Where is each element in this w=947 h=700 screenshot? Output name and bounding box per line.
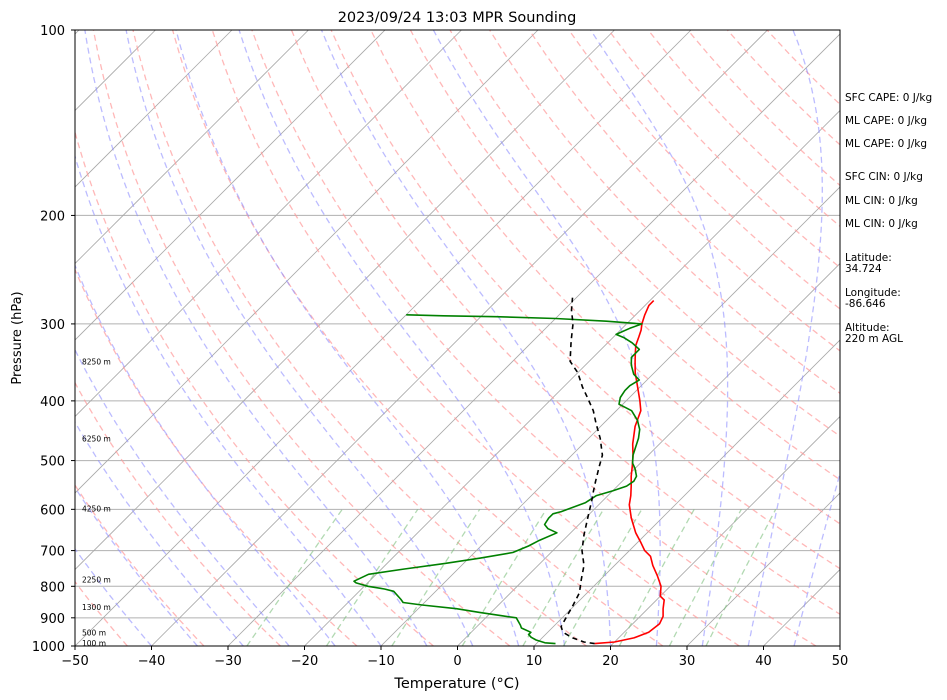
- moist-adiabat-line: [75, 263, 336, 646]
- dry-adiabat-line: [330, 30, 840, 570]
- dry-adiabat-line: [92, 30, 511, 646]
- cape-sfc: SFC CAPE: 0 J/kg: [845, 92, 933, 104]
- mixing-ratio-line: [668, 508, 742, 646]
- y-tick-label: 300: [40, 318, 65, 333]
- y-tick-label: 400: [40, 395, 65, 410]
- dry-adiabat-line: [211, 30, 740, 646]
- moist-adiabat-line: [590, 30, 729, 646]
- y-tick-label: 700: [40, 545, 65, 560]
- dry-adiabat-line: [489, 30, 840, 395]
- cin-sfc: SFC CIN: 0 J/kg: [845, 171, 923, 183]
- parcel-path-line: [560, 297, 604, 645]
- x-tick-label: 20: [602, 654, 619, 669]
- isotherm-line: [75, 30, 309, 265]
- dry-adiabat-line: [290, 30, 840, 616]
- dry-adiabat-line: [171, 30, 664, 646]
- x-tick-label: 10: [526, 654, 543, 669]
- dry-adiabat-line: [568, 30, 840, 310]
- isotherm-line: [75, 30, 233, 188]
- y-tick-label: 200: [40, 209, 65, 224]
- x-tick-label: 50: [832, 654, 849, 669]
- moist-adiabat-line: [238, 30, 566, 646]
- longitude-label: Longitude:: [845, 287, 901, 299]
- isotherm-line: [75, 30, 615, 571]
- isotherm-line: [227, 33, 840, 646]
- mixing-ratio-line: [562, 508, 643, 646]
- moist-adiabat-line: [125, 30, 474, 646]
- latitude-label: Latitude:: [845, 252, 892, 264]
- isotherm-line: [610, 415, 840, 646]
- isotherm-line: [151, 30, 768, 646]
- altitude-label: Altitude:: [845, 322, 890, 334]
- height-label: 2250 m: [82, 576, 111, 585]
- moist-adiabat-line: [432, 30, 661, 646]
- isotherm-line: [75, 30, 462, 418]
- y-axis-label: Pressure (hPa): [10, 291, 25, 384]
- moist-adiabat-line: [84, 30, 428, 646]
- y-tick-label: 800: [40, 580, 65, 595]
- isotherm-line: [380, 186, 840, 646]
- latitude-value: 34.724: [845, 263, 882, 275]
- plot-frame: [74, 29, 841, 647]
- longitude-value: -86.646: [845, 298, 886, 310]
- moist-adiabat-line: [747, 30, 823, 646]
- height-label: 8250 m: [82, 357, 111, 366]
- y-tick-label: 600: [40, 503, 65, 518]
- x-tick-label: 0: [453, 654, 461, 669]
- moist-adiabat-line: [793, 471, 840, 646]
- mixing-ratio-line: [618, 508, 695, 646]
- height-label: 4250 m: [82, 504, 111, 513]
- cape-ml: ML CAPE: 0 J/kg: [845, 115, 928, 127]
- y-tick-label: 900: [40, 612, 65, 627]
- dry-adiabat-line: [75, 483, 205, 646]
- moist-adiabat-line: [75, 420, 244, 646]
- x-tick-label: −50: [61, 654, 88, 669]
- x-tick-label: 30: [679, 654, 696, 669]
- mixing-ratio-line: [705, 508, 777, 646]
- moist-adiabat-line: [175, 30, 520, 646]
- x-tick-label: −20: [291, 654, 318, 669]
- height-label: 100 m: [82, 639, 106, 648]
- cin-ml: ML CIN: 0 J/kg: [845, 195, 918, 207]
- mixing-ratio-line: [391, 508, 481, 646]
- isotherm-line: [0, 30, 3, 646]
- moist-adiabat-line: [320, 30, 612, 646]
- height-label: 6250 m: [82, 434, 111, 443]
- temperature-profile-line: [594, 300, 665, 645]
- height-label: 500 m: [82, 628, 106, 637]
- dry-adiabat-line: [75, 129, 434, 646]
- dry-adiabat-line: [132, 30, 587, 646]
- dry-adiabat-line: [528, 30, 840, 352]
- isotherm-line: [686, 492, 840, 646]
- height-label: 1300 m: [82, 603, 111, 612]
- isotherm-line: [457, 262, 840, 646]
- x-tick-label: −10: [367, 654, 394, 669]
- x-axis-label: Temperature (°C): [393, 676, 519, 692]
- dry-adiabat-line: [370, 30, 840, 525]
- isotherm-line: [304, 109, 840, 646]
- cape-ml-2: ML CAPE: 0 J/kg: [845, 138, 928, 150]
- x-tick-label: −40: [138, 654, 165, 669]
- x-tick-label: 40: [755, 654, 772, 669]
- moist-adiabat-line: [75, 153, 382, 646]
- dewpoint-profile-line: [353, 314, 643, 645]
- y-tick-label: 1000: [32, 640, 65, 655]
- isotherm-line: [533, 339, 840, 646]
- cin-ml-2: ML CIN: 0 J/kg: [845, 218, 918, 230]
- chart-title: 2023/09/24 13:03 MPR Sounding: [338, 10, 577, 26]
- mixing-ratio-line: [246, 508, 343, 646]
- y-tick-label: 100: [40, 24, 65, 39]
- dry-adiabat-line: [251, 30, 817, 646]
- isotherm-line: [75, 30, 539, 494]
- isotherm-line: [75, 30, 386, 341]
- y-tick-label: 500: [40, 455, 65, 470]
- altitude-value: 220 m AGL: [845, 333, 903, 345]
- dry-adiabat-line: [75, 267, 358, 646]
- x-tick-label: −30: [214, 654, 241, 669]
- mixing-ratio-line: [461, 508, 547, 646]
- dry-adiabat-line: [75, 381, 281, 646]
- mixing-ratio-line: [522, 508, 605, 646]
